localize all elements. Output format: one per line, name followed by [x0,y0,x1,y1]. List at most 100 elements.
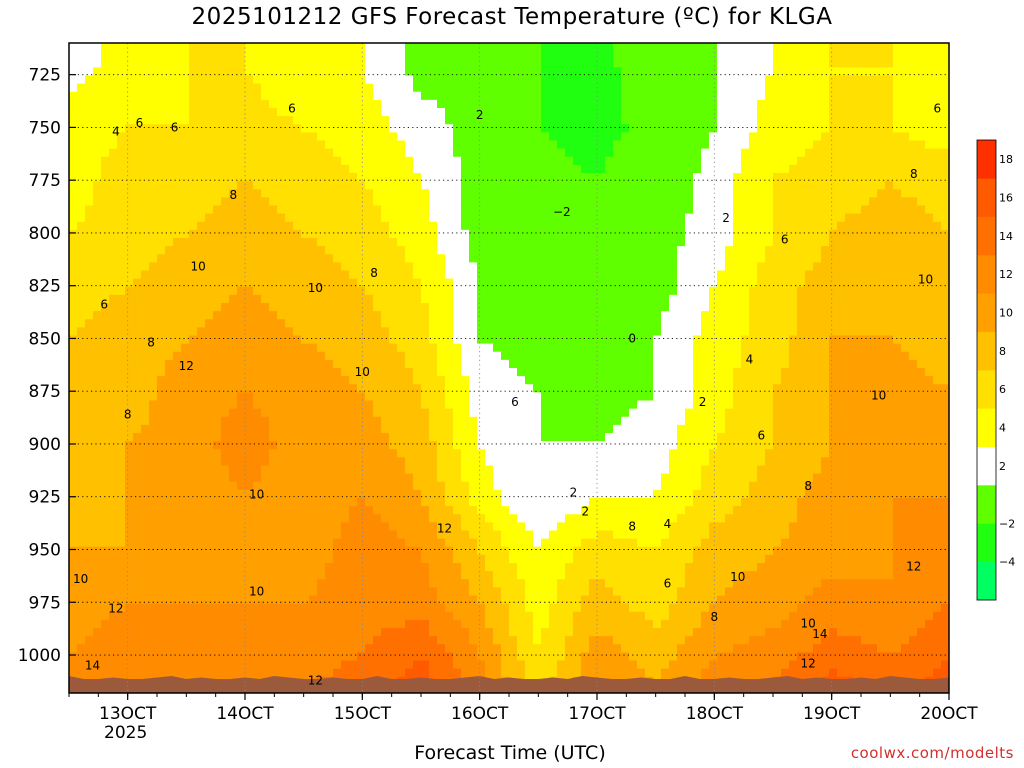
temp-cell [557,99,566,109]
temp-cell [389,229,398,239]
temp-cell [677,140,686,150]
temp-cell [93,229,102,239]
temp-cell [333,124,342,133]
temp-cell [381,173,390,182]
temp-cell [69,359,78,369]
temp-cell [69,124,78,133]
temp-cell [149,303,158,312]
temp-cell [901,156,910,166]
temp-cell [445,59,454,68]
temp-cell [725,359,734,369]
temp-cell [853,351,862,361]
temp-cell [861,173,870,182]
temp-cell [845,83,854,93]
temp-cell [813,392,822,402]
temp-cell [485,116,494,125]
temp-cell [269,343,278,353]
temp-cell [125,140,134,150]
temp-cell [421,205,430,215]
temp-cell [261,108,270,117]
temp-cell [437,286,446,296]
temp-cell [501,75,510,85]
temp-cell [101,351,110,361]
temp-cell [733,67,742,77]
temp-cell [165,262,174,272]
temp-cell [589,238,598,247]
temp-cell [685,254,694,263]
temp-cell [173,368,182,377]
temp-cell [837,238,846,247]
temp-cell [725,156,734,166]
temp-cell [765,286,774,296]
temp-cell [373,311,382,320]
temp-cell [197,140,206,150]
temp-cell [653,140,662,150]
temp-cell [437,51,446,60]
temp-cell [69,311,78,320]
temp-cell [765,51,774,60]
temp-cell [197,213,206,223]
temp-cell [637,189,646,198]
temp-cell [917,343,926,353]
temp-cell [269,108,278,117]
temp-cell [797,59,806,68]
temp-cell [189,286,198,296]
temp-cell [325,124,334,133]
temp-cell [517,51,526,60]
temp-cell [253,83,262,93]
temp-cell [277,173,286,182]
temp-cell [669,51,678,60]
temp-cell [709,286,718,296]
temp-cell [557,262,566,272]
temp-cell [125,108,134,117]
temp-cell [629,75,638,85]
temp-cell [933,229,942,239]
temp-cell [461,189,470,198]
temp-cell [677,294,686,304]
temp-cell [485,197,494,207]
temp-cell [317,238,326,247]
temp-cell [133,132,142,142]
temp-cell [605,238,614,247]
temp-cell [581,384,590,393]
temp-cell [221,213,230,223]
temp-cell [557,189,566,198]
temp-cell [237,262,246,272]
temp-cell [781,164,790,174]
temp-cell [781,335,790,345]
temp-cell [125,91,134,101]
temp-cell [293,351,302,361]
temp-cell [149,246,158,255]
temp-cell [749,99,758,109]
temp-cell [709,132,718,142]
temp-cell [669,384,678,393]
temp-cell [421,343,430,353]
temp-cell [293,91,302,101]
temp-cell [765,221,774,231]
temp-cell [597,262,606,272]
temp-cell [845,286,854,296]
temp-cell [357,75,366,85]
temp-cell [85,132,94,142]
temp-cell [605,173,614,182]
temp-cell [189,270,198,280]
temp-cell [165,75,174,85]
temp-cell [461,303,470,312]
temp-cell [925,164,934,174]
temp-cell [85,67,94,77]
temp-cell [933,294,942,304]
temp-cell [133,270,142,280]
temp-cell [549,189,558,198]
temp-cell [669,278,678,288]
temp-cell [781,213,790,223]
temp-cell [717,278,726,288]
temp-cell [357,140,366,150]
temp-cell [477,262,486,272]
temp-cell [661,67,670,77]
temp-cell [725,140,734,150]
temp-cell [933,51,942,60]
temp-cell [357,262,366,272]
temp-cell [197,400,206,410]
temp-cell [941,351,949,361]
temp-cell [309,311,318,320]
